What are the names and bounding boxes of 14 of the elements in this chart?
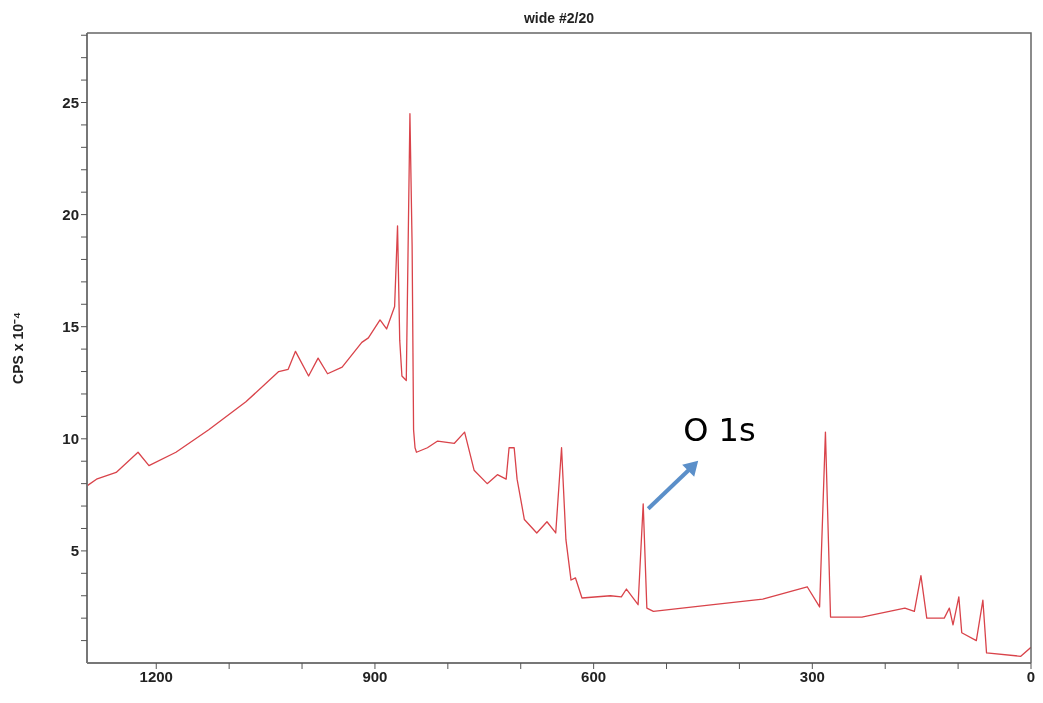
chart-title: wide #2/20 bbox=[522, 10, 595, 26]
annotation: O 1s bbox=[683, 410, 756, 449]
x-tick-label: 300 bbox=[799, 667, 825, 685]
y-tick-label: 25 bbox=[62, 93, 79, 111]
x-tick-label: 600 bbox=[581, 667, 607, 685]
x-tick-label: 1200 bbox=[139, 667, 173, 685]
line-series bbox=[87, 113, 1031, 657]
y-tick-label: 15 bbox=[62, 318, 79, 336]
y-tick-label: 5 bbox=[70, 542, 79, 560]
x-tick-label: 0 bbox=[1026, 667, 1036, 685]
y-tick-label: 20 bbox=[62, 205, 79, 223]
y-axis-title: CPS x 10⁻⁴ bbox=[9, 312, 26, 384]
x-tick-label: 900 bbox=[362, 667, 388, 685]
y-tick-label: 10 bbox=[62, 430, 79, 448]
